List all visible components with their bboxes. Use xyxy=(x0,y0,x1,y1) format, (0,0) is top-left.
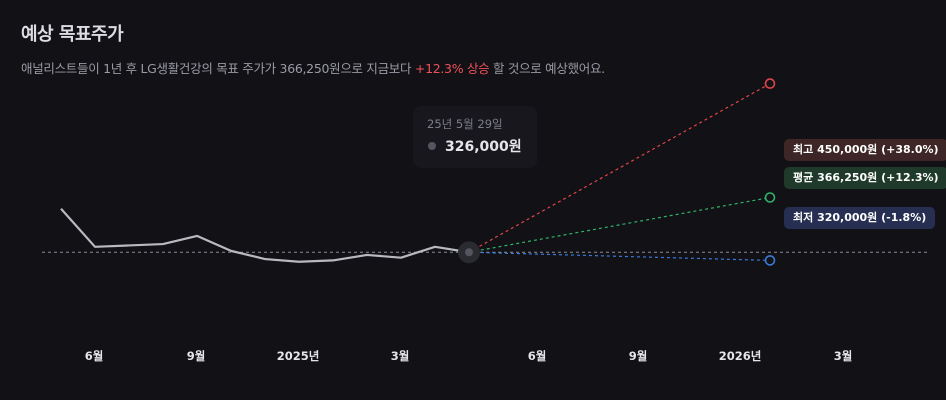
forecast-line-low xyxy=(468,251,771,261)
x-tick-label: 3월 xyxy=(391,349,410,363)
price-point-5 xyxy=(230,250,232,252)
badge-average-target: 평균 366,250원 (+12.3%) xyxy=(784,167,946,189)
price-point-11 xyxy=(434,246,436,248)
forecast-point-avg xyxy=(764,192,776,203)
price-history-line xyxy=(60,207,470,263)
price-point-9 xyxy=(366,254,368,256)
tooltip-dot-icon xyxy=(428,142,436,150)
current-point xyxy=(465,248,473,257)
tooltip-value: 326,000원 xyxy=(445,139,522,155)
price-point-10 xyxy=(400,256,402,258)
forecast-line-avg xyxy=(468,196,771,253)
x-tick-label: 6월 xyxy=(528,349,547,363)
price-point-8 xyxy=(332,259,334,261)
summary-highlight: +12.3% 상승 xyxy=(414,61,490,76)
x-tick-label: 2025년 xyxy=(277,349,320,363)
price-point-4 xyxy=(196,235,198,237)
badge-high-target: 최고 450,000원 (+38.0%) xyxy=(784,139,946,161)
x-tick-label: 6월 xyxy=(85,349,104,363)
price-point-6 xyxy=(264,258,266,260)
price-tooltip: 25년 5월 29일 326,000원 xyxy=(413,106,537,168)
forecast-point-high xyxy=(764,78,776,89)
x-tick-label: 2026년 xyxy=(719,349,762,363)
tooltip-date: 25년 5월 29일 xyxy=(427,117,503,131)
price-point-1 xyxy=(94,246,96,248)
summary-text-end: 할 것으로 예상했어요. xyxy=(489,61,605,76)
x-tick-label: 9월 xyxy=(629,349,648,363)
badge-low-target: 최저 320,000원 (-1.8%) xyxy=(784,207,936,229)
price-point-7 xyxy=(298,261,300,263)
price-point-2 xyxy=(128,244,130,246)
page-title: 예상 목표주가 xyxy=(21,24,124,45)
price-point-0 xyxy=(60,208,62,210)
forecast-point-low xyxy=(764,255,776,266)
x-tick-label: 9월 xyxy=(187,349,206,363)
summary-text-start: 애널리스트들이 1년 후 LG생활건강의 목표 주가가 366,250원으로 지… xyxy=(21,61,415,76)
forecast-summary: 애널리스트들이 1년 후 LG생활건강의 목표 주가가 366,250원으로 지… xyxy=(21,58,605,77)
price-point-3 xyxy=(162,243,164,245)
x-tick-label: 3월 xyxy=(834,349,853,363)
